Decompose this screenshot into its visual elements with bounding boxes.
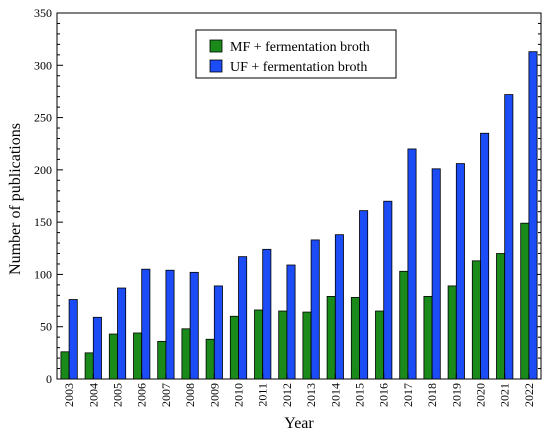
x-axis-label: Year (284, 415, 314, 432)
bar-mf-2016 (375, 310, 385, 380)
bar-uf-2007 (165, 269, 175, 380)
y-axis-label: Number of publications (7, 123, 24, 275)
x-tick-label: 2008 (183, 383, 197, 407)
x-tick-label: 2007 (159, 383, 173, 407)
x-tick-label: 2009 (207, 383, 221, 407)
x-tick-label: 2014 (328, 383, 342, 407)
bar-mf-2018 (423, 295, 433, 380)
y-tick-label: 0 (46, 372, 52, 386)
x-tick-label: 2005 (111, 383, 125, 407)
x-tick-label: 2004 (86, 383, 100, 407)
bar-uf-2008 (189, 271, 199, 380)
x-tick-label: 2010 (232, 383, 246, 407)
bar-uf-2013 (310, 239, 320, 380)
legend-label-mf: MF + fermentation broth (230, 40, 370, 55)
x-tick-label: 2016 (377, 383, 391, 407)
legend-swatch-uf (209, 59, 223, 73)
y-tick-label: 250 (34, 111, 52, 125)
bar-uf-2014 (334, 234, 344, 380)
bar-mf-2017 (399, 270, 409, 380)
x-tick-label: 2011 (256, 383, 270, 407)
bar-uf-2020 (480, 132, 490, 380)
bar-uf-2015 (359, 210, 369, 380)
bar-uf-2003 (68, 299, 78, 380)
bar-uf-2006 (141, 268, 151, 380)
bar-mf-2006 (133, 332, 143, 380)
bar-uf-2004 (92, 316, 102, 380)
y-tick-label: 150 (34, 215, 52, 229)
bar-mf-2008 (181, 328, 191, 380)
x-tick-label: 2020 (474, 383, 488, 407)
legend-label-uf: UF + fermentation broth (230, 60, 367, 75)
plot-frame (56, 12, 542, 380)
x-tick-label: 2017 (401, 383, 415, 407)
bar-uf-2010 (238, 256, 248, 380)
bar-mf-2009 (205, 338, 215, 380)
bar-mf-2003 (60, 351, 70, 380)
bar-mf-2004 (84, 352, 94, 380)
bar-mf-2019 (447, 285, 457, 380)
bar-mf-2010 (229, 315, 239, 380)
bar-mf-2005 (108, 333, 118, 380)
bar-uf-2011 (262, 248, 272, 380)
bar-mf-2022 (520, 222, 530, 380)
bar-uf-2019 (455, 163, 465, 380)
bar-mf-2013 (302, 311, 312, 380)
bar-mf-2015 (350, 297, 360, 380)
bar-uf-2016 (383, 200, 393, 380)
bar-uf-2022 (528, 51, 538, 380)
y-tick-label: 300 (34, 58, 52, 72)
bar-mf-2021 (496, 253, 506, 380)
x-tick-label: 2012 (280, 383, 294, 407)
bar-mf-2011 (254, 309, 264, 380)
y-tick-label: 350 (34, 6, 52, 20)
legend-box (195, 29, 397, 79)
x-tick-label: 2021 (498, 383, 512, 407)
legend-swatch-mf (209, 39, 223, 53)
bar-uf-2009 (213, 285, 223, 380)
bar-uf-2012 (286, 264, 296, 380)
x-tick-label: 2019 (449, 383, 463, 407)
bar-uf-2005 (117, 287, 127, 380)
bar-mf-2014 (326, 295, 336, 380)
legend: MF + fermentation broth UF + fermentation… (195, 29, 397, 79)
bar-mf-2012 (278, 310, 288, 380)
bar-mf-2007 (157, 340, 167, 380)
y-tick-label: 50 (40, 320, 52, 334)
bar-uf-2018 (431, 168, 441, 380)
x-tick-label: 2018 (425, 383, 439, 407)
y-tick-label: 200 (34, 163, 52, 177)
x-tick-label: 2013 (304, 383, 318, 407)
x-tick-label: 2022 (522, 383, 536, 407)
y-tick-label: 100 (34, 267, 52, 281)
x-tick-label: 2003 (62, 383, 76, 407)
plot-area: 0 50 100 150 200 250 300 350 2003 2004 2005 2006 200… (34, 6, 542, 407)
bar-uf-2021 (504, 94, 514, 380)
bar-uf-2017 (407, 148, 417, 380)
x-tick-label: 2006 (135, 383, 149, 407)
x-tick-label: 2015 (353, 383, 367, 407)
bar-mf-2020 (471, 260, 481, 380)
